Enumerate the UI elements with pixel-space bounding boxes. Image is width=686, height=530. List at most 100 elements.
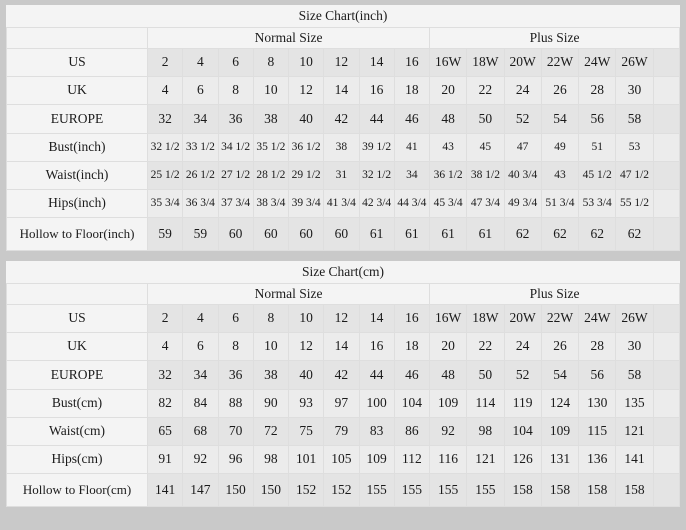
cell-bust-0: 82	[147, 389, 184, 418]
cell-bust-pad	[652, 389, 681, 418]
row-label-hollow-to-floor: Hollow to Floor(cm)	[5, 473, 149, 507]
table-row-bust: Bust(cm) 82 84 88 90 93 97 100 104 109 1…	[5, 389, 681, 418]
cell-waist-8: 36 1/2	[429, 161, 468, 190]
cell-europe-12: 56	[578, 360, 617, 390]
row-label-bust: Bust(cm)	[5, 389, 149, 418]
cell-europe-pad	[652, 360, 681, 390]
page-title: Size Chart(inch)	[6, 5, 680, 28]
cell-uk-13: 30	[615, 76, 654, 105]
cell-uk-1: 6	[182, 332, 219, 361]
cell-hollow-6: 61	[358, 217, 395, 251]
cell-waist-0: 25 1/2	[147, 161, 184, 190]
cell-us-7: 16	[393, 304, 431, 333]
cell-waist-3: 28 1/2	[252, 161, 290, 190]
cell-hips-10: 126	[503, 445, 542, 474]
cell-bust-3: 35 1/2	[252, 133, 290, 162]
cell-europe-4: 40	[288, 360, 325, 390]
cell-hollow-2: 150	[217, 473, 254, 507]
table-row-hips: Hips(inch) 35 3/4 36 3/4 37 3/4 38 3/4 3…	[5, 189, 681, 218]
table-row-hips: Hips(cm) 91 92 96 98 101 105 109 112 116…	[5, 445, 681, 474]
cell-us-13: 26W	[615, 304, 654, 333]
cell-hips-13: 141	[615, 445, 654, 474]
cell-uk-3: 10	[252, 76, 290, 105]
page-title: Size Chart(cm)	[6, 261, 680, 284]
cell-hollow-1: 59	[182, 217, 219, 251]
cell-uk-10: 24	[503, 76, 542, 105]
cell-us-11: 22W	[540, 304, 580, 333]
cell-us-8: 16W	[429, 48, 468, 77]
cell-europe-4: 40	[288, 104, 325, 134]
cell-waist-3: 72	[252, 417, 290, 446]
cell-uk-pad	[652, 332, 681, 361]
cell-waist-10: 40 3/4	[503, 161, 542, 190]
cell-bust-6: 39 1/2	[358, 133, 395, 162]
cell-waist-pad	[652, 417, 681, 446]
cell-uk-5: 14	[323, 332, 360, 361]
cell-uk-12: 28	[578, 76, 617, 105]
table-row-waist: Waist(inch) 25 1/2 26 1/2 27 1/2 28 1/2 …	[5, 161, 681, 190]
cell-hips-0: 91	[147, 445, 184, 474]
table-row-waist: Waist(cm) 65 68 70 72 75 79 83 86 92 98 …	[5, 417, 681, 446]
cell-waist-9: 98	[466, 417, 505, 446]
cell-waist-2: 70	[217, 417, 254, 446]
cell-bust-12: 130	[578, 389, 617, 418]
cell-hollow-13: 158	[615, 473, 654, 507]
row-label-hollow-to-floor: Hollow to Floor(inch)	[5, 217, 149, 251]
cell-us-11: 22W	[540, 48, 580, 77]
cell-bust-4: 36 1/2	[288, 133, 325, 162]
table-body: Size Chart(cm) Normal Size Plus Size US …	[5, 261, 681, 507]
cell-bust-7: 104	[393, 389, 431, 418]
cell-hollow-2: 60	[217, 217, 254, 251]
cell-hips-12: 136	[578, 445, 617, 474]
cell-bust-7: 41	[393, 133, 431, 162]
cell-hips-8: 45 3/4	[429, 189, 468, 218]
cell-europe-7: 46	[393, 104, 431, 134]
cell-bust-5: 38	[323, 133, 360, 162]
table-row-uk: UK 4 6 8 10 12 14 16 18 20 22 24 26 28 3…	[5, 332, 681, 361]
cell-hollow-11: 62	[540, 217, 580, 251]
cell-uk-1: 6	[182, 76, 219, 105]
table-body: Size Chart(inch) Normal Size Plus Size U…	[5, 5, 681, 251]
cell-us-8: 16W	[429, 304, 468, 333]
cell-europe-8: 48	[429, 360, 468, 390]
cell-europe-9: 50	[466, 360, 505, 390]
row-label-europe: EUROPE	[5, 104, 149, 134]
cell-bust-10: 47	[503, 133, 542, 162]
cell-hips-3: 38 3/4	[252, 189, 290, 218]
cell-europe-pad	[652, 104, 681, 134]
cell-hollow-8: 155	[429, 473, 468, 507]
cell-europe-9: 50	[466, 104, 505, 134]
cell-hips-11: 131	[540, 445, 580, 474]
cell-us-0: 2	[147, 48, 184, 77]
cell-europe-3: 38	[252, 360, 290, 390]
cell-hips-2: 96	[217, 445, 254, 474]
cell-europe-10: 52	[503, 104, 542, 134]
table-row-hollow-to-floor: Hollow to Floor(inch) 59 59 60 60 60 60 …	[5, 217, 681, 251]
cell-europe-11: 54	[540, 360, 580, 390]
row-label-us: US	[5, 304, 149, 333]
cell-hips-6: 109	[358, 445, 395, 474]
row-label-bust: Bust(inch)	[5, 133, 149, 162]
cell-europe-13: 58	[615, 104, 654, 134]
cell-hollow-12: 158	[578, 473, 617, 507]
cell-europe-0: 32	[147, 360, 184, 390]
row-label-us: US	[5, 48, 149, 77]
row-label-uk: UK	[5, 76, 149, 105]
cell-waist-10: 104	[503, 417, 542, 446]
cell-bust-6: 100	[358, 389, 395, 418]
cell-europe-5: 42	[323, 104, 360, 134]
row-label-hips: Hips(cm)	[5, 445, 149, 474]
cell-hollow-8: 61	[429, 217, 468, 251]
cell-uk-2: 8	[217, 76, 254, 105]
cell-europe-1: 34	[182, 360, 219, 390]
row-label-europe: EUROPE	[5, 360, 149, 390]
cell-us-10: 20W	[503, 304, 542, 333]
cell-waist-5: 79	[323, 417, 360, 446]
cell-uk-0: 4	[147, 332, 184, 361]
cell-waist-0: 65	[147, 417, 184, 446]
cell-bust-pad	[652, 133, 681, 162]
cell-bust-8: 109	[429, 389, 468, 418]
cell-bust-8: 43	[429, 133, 468, 162]
cell-us-pad	[652, 48, 681, 77]
cell-bust-9: 114	[466, 389, 505, 418]
